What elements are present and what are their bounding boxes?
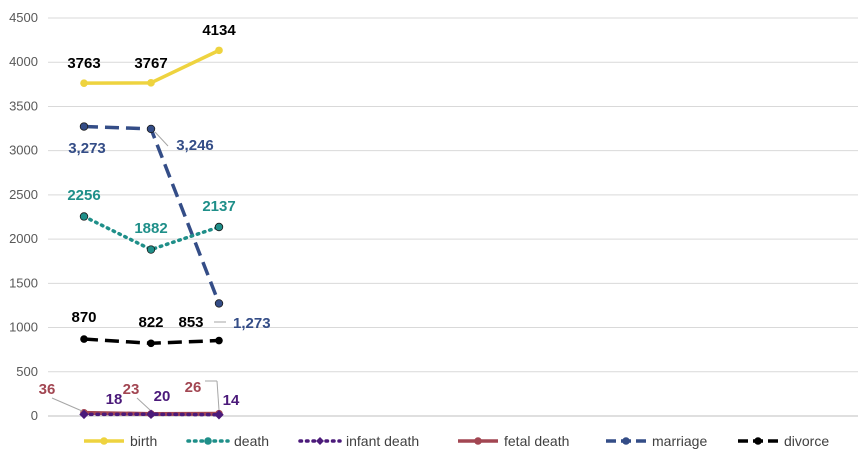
legend-label-divorce: divorce [784,433,829,449]
y-tick-label: 4500 [9,10,38,25]
data-label-birth-2: 3767 [134,55,167,72]
data-label-fetal-2: 23 [123,381,140,398]
point-divorce-3 [215,336,223,345]
data-label-marriage-2: 3,246 [176,137,214,154]
legend-item-birth: birth [84,433,157,449]
data-label-death-2: 1882 [134,220,167,237]
legend-marker-infant [316,437,324,445]
legend-label-infant: infant death [346,433,419,449]
y-tick-label: 4000 [9,54,38,69]
legend-label-marriage: marriage [652,433,707,449]
legend-marker-divorce [754,437,762,445]
legend-marker-birth [100,437,108,445]
data-label-birth-1: 3763 [67,55,100,72]
point-infant-1 [79,409,89,420]
data-label-divorce-3: 853 [178,314,203,331]
point-divorce-1 [80,335,88,343]
point-marriage-2 [146,124,156,134]
legend-item-infant: infant death [298,433,419,449]
gridlines [48,17,858,417]
point-birth-2 [147,79,155,87]
legend-marker-death [204,437,212,445]
data-label-death-3: 2137 [202,198,235,215]
leader-line-2 [136,397,151,411]
data-label-infant-1: 18 [106,391,123,408]
point-marriage-3 [214,299,224,308]
data-label-death-1: 2256 [67,187,100,204]
y-tick-label: 3000 [9,143,38,158]
legend-item-divorce: divorce [738,433,829,449]
legend-label-birth: birth [130,433,157,449]
data-label-divorce-2: 822 [138,314,163,331]
legend: birth death infant death fetal death marriag… [84,433,829,449]
y-tick-label: 1000 [9,320,38,335]
y-tick-label: 0 [31,408,38,423]
point-death-3 [214,222,224,232]
leader-line-4 [216,380,220,411]
legend-item-fetal: fetal death [458,433,569,449]
legend-label-death: death [234,433,269,449]
data-label-marriage-1: 3,273 [68,140,106,157]
point-death-2 [146,245,156,254]
point-birth-3 [215,46,223,55]
legend-label-fetal: fetal death [504,433,569,449]
point-infant-2 [146,409,156,419]
legend-marker-marriage [622,437,630,445]
point-marriage-1 [79,122,89,131]
y-tick-label: 500 [16,364,38,379]
legend-marker-fetal [474,437,482,445]
data-label-infant-2: 20 [154,388,171,405]
y-tick-label: 1500 [9,275,38,290]
data-label-infant-3: 14 [223,392,240,409]
point-divorce-2 [147,339,155,348]
data-labels: 3763 3767 4134 2256 1882 2137 18 20 14 36 23 26 3,27… [39,22,271,409]
leader-line-1 [51,397,83,412]
y-tick-label: 2500 [9,187,38,202]
label-leader-lines [51,131,226,412]
legend-item-marriage: marriage [606,433,707,449]
data-label-fetal-1: 36 [39,381,56,398]
data-label-marriage-3: 1,273 [233,315,271,332]
y-tick-label: 3500 [9,98,38,113]
data-label-fetal-3: 26 [185,379,202,396]
point-birth-1 [80,79,88,87]
y-tick-label: 2000 [9,231,38,246]
leader-line-5 [154,131,169,147]
series-lines [79,46,224,420]
data-label-divorce-1: 870 [71,309,96,326]
legend-item-death: death [186,433,269,449]
point-infant-3 [214,410,224,420]
data-label-birth-3: 4134 [202,22,236,39]
y-axis-ticks: 0 500 1000 1500 2000 2500 3000 3500 4000 4500 [9,10,38,423]
point-death-1 [79,212,89,221]
